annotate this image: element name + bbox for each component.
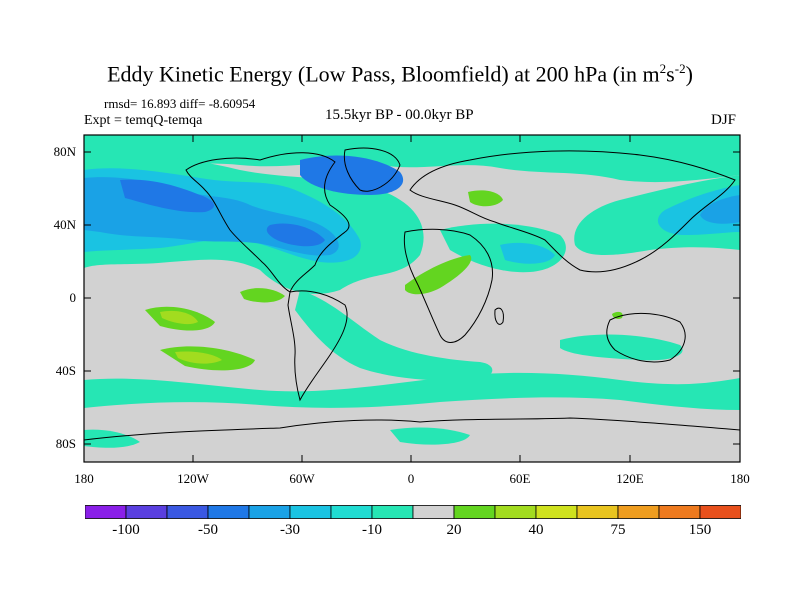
colorbar-swatch — [85, 505, 127, 519]
lat-tick-label: 40N — [53, 217, 76, 232]
colorbar-label: 40 — [528, 522, 544, 538]
colorbar-swatch — [699, 505, 741, 519]
colorbar-swatch — [617, 505, 660, 519]
tick-marks — [84, 135, 740, 462]
lat-tick-label: 40S — [55, 363, 76, 378]
colorbar-swatch — [207, 505, 250, 519]
colorbar-label: 75 — [610, 522, 626, 538]
colorbar-swatch — [371, 505, 414, 519]
lon-tick-label: 180 — [74, 471, 94, 486]
colorbar-swatch — [658, 505, 701, 519]
colorbar-swatch — [535, 505, 578, 519]
lon-tick-label: 180 — [730, 471, 750, 486]
title: Eddy Kinetic Energy (Low Pass, Bloomfiel… — [107, 61, 693, 87]
colorbar-label: -10 — [362, 522, 382, 538]
season-label: DJF — [711, 112, 737, 128]
colorbar-swatch — [330, 505, 373, 519]
colorbar-label: 150 — [688, 522, 712, 538]
lon-tick-label: 0 — [407, 471, 415, 486]
coastlines — [83, 147, 741, 441]
lon-tick-label: 60W — [289, 471, 315, 486]
colorbar-swatch — [576, 505, 619, 519]
lat-tick-label: 0 — [69, 290, 77, 305]
period-label: 15.5kyr BP - 00.0kyr BP — [325, 107, 474, 123]
lon-tick-label: 120E — [616, 471, 644, 486]
lat-tick-label: 80S — [55, 436, 76, 451]
colorbar — [85, 505, 741, 519]
colorbar-label: -30 — [280, 522, 300, 538]
colorbar-label: -100 — [112, 522, 140, 538]
colorbar-label: 20 — [446, 522, 462, 538]
stats-label: rmsd= 16.893 diff= -8.60954 — [104, 96, 256, 111]
contour-field — [84, 135, 740, 462]
colorbar-swatch — [248, 505, 291, 519]
colorbar-swatch — [494, 505, 537, 519]
colorbar-swatch — [166, 505, 209, 519]
colorbar-label: -50 — [198, 522, 218, 538]
colorbar-swatch — [412, 505, 455, 519]
lon-tick-label: 120W — [177, 471, 209, 486]
lon-tick-label: 60E — [509, 471, 531, 486]
experiment-label: Expt = temqQ-temqa — [84, 113, 203, 128]
colorbar-swatch — [453, 505, 496, 519]
colorbar-swatch — [125, 505, 168, 519]
lat-tick-label: 80N — [53, 144, 76, 159]
colorbar-swatch — [289, 505, 332, 519]
